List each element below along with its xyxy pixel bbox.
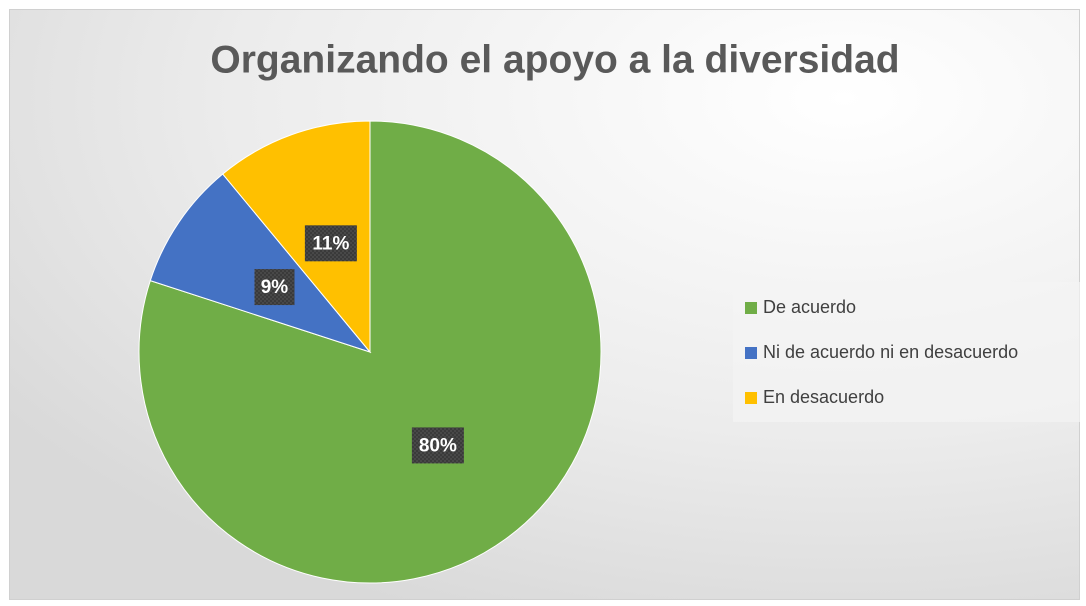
legend-label: Ni de acuerdo ni en desacuerdo bbox=[763, 342, 1018, 362]
data-label-box bbox=[411, 427, 464, 464]
legend-background bbox=[733, 282, 1080, 422]
legend-label: En desacuerdo bbox=[763, 387, 884, 407]
pie-slice bbox=[222, 120, 371, 354]
data-label: 9% bbox=[261, 277, 289, 298]
legend-swatch bbox=[745, 392, 757, 404]
legend-label: De acuerdo bbox=[763, 297, 856, 317]
data-label-box bbox=[304, 225, 357, 262]
pie bbox=[138, 120, 602, 584]
data-labels: 80% 9% 11% bbox=[254, 225, 464, 464]
data-label-box bbox=[254, 269, 295, 306]
chart-title: Organizando el apoyo a la diversidad bbox=[210, 38, 899, 81]
data-label: 80% bbox=[419, 435, 457, 456]
legend: De acuerdo Ni de acuerdo ni en desacuerdo… bbox=[745, 297, 1018, 407]
data-label: 11% bbox=[312, 233, 349, 254]
pie-slice bbox=[149, 173, 372, 354]
legend-swatch bbox=[745, 347, 757, 359]
legend-swatch bbox=[745, 302, 757, 314]
